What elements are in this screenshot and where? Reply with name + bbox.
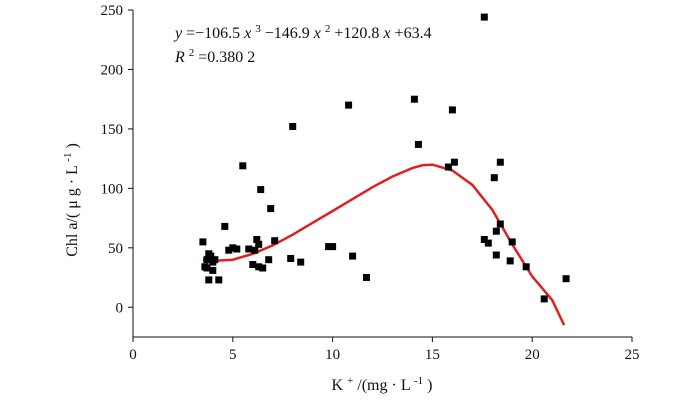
xlabel-base: K — [331, 377, 343, 394]
data-point — [345, 101, 353, 109]
data-point — [480, 236, 488, 243]
x-tick-label: 20 — [525, 347, 540, 363]
eq-y: y — [173, 25, 183, 42]
eq-part-c: +120.8 — [334, 25, 383, 42]
data-point — [203, 264, 211, 272]
x-axis-title: K + /(mg · L -1 ) — [331, 371, 432, 394]
data-point — [205, 276, 213, 284]
data-point — [211, 256, 219, 264]
eq-part-b: −146.9 — [265, 25, 314, 42]
data-point — [297, 258, 305, 266]
data-point — [496, 220, 504, 228]
eq-part-d: +63.4 — [395, 25, 432, 42]
data-point — [229, 244, 237, 252]
eq-exp2: 2 — [325, 23, 331, 35]
data-point — [271, 237, 279, 245]
data-point — [215, 276, 223, 284]
data-point — [540, 295, 548, 303]
r-value: =0.380 2 — [198, 49, 255, 66]
y-tick-label: 50 — [108, 241, 123, 257]
data-point — [289, 123, 297, 130]
data-point — [508, 238, 516, 246]
data-point — [255, 263, 263, 271]
y-tick-label: 250 — [101, 3, 124, 19]
data-point — [253, 236, 261, 243]
eq-part-a: =−106.5 — [186, 25, 244, 42]
data-point — [255, 240, 263, 248]
y-tick-label: 100 — [101, 181, 124, 197]
x-tick-label: 0 — [129, 347, 137, 363]
data-point — [259, 264, 267, 272]
data-point — [251, 246, 259, 254]
data-point — [265, 256, 273, 264]
data-point — [414, 140, 422, 148]
ylabel-close: ) — [64, 143, 81, 148]
data-point — [496, 158, 504, 166]
data-point — [480, 13, 488, 21]
axes-layer — [132, 10, 632, 338]
data-point — [444, 163, 452, 171]
data-point — [329, 243, 337, 251]
x-tick-label: 5 — [229, 347, 237, 363]
data-point — [203, 256, 211, 264]
data-point — [522, 263, 530, 271]
fit-equation: y =−106.5 x 3 −146.9 x 2 +120.8 x +63.4 — [173, 19, 432, 42]
y-axis-title: Chl a/( μ g · L -1 ) — [58, 143, 81, 257]
eq-x1: x — [382, 25, 390, 42]
data-point — [450, 158, 458, 166]
eq-x2: x — [313, 25, 321, 42]
fit-curve — [202, 163, 566, 326]
eq-exp3: 3 — [255, 23, 261, 35]
data-point — [209, 266, 217, 274]
fit-curve-layer — [202, 163, 566, 326]
data-point — [506, 257, 514, 265]
xlabel-exp: -1 — [414, 375, 423, 387]
data-point — [363, 274, 370, 281]
x-tick-label: 10 — [325, 347, 340, 363]
r-exp: 2 — [189, 47, 195, 59]
data-point — [257, 186, 265, 194]
data-point — [349, 252, 357, 260]
y-tick-label: 0 — [116, 300, 124, 316]
eq-x3: x — [243, 25, 251, 42]
data-point — [287, 255, 295, 262]
data-point — [207, 252, 215, 260]
r-symbol: R — [174, 49, 185, 66]
data-point — [410, 95, 418, 103]
data-point — [562, 275, 570, 283]
x-tick-label: 15 — [425, 347, 440, 363]
ylabel-main: Chl a/( μ g · L — [64, 166, 81, 257]
y-tick-label: 150 — [101, 122, 124, 138]
data-point — [325, 243, 333, 251]
data-point — [249, 261, 257, 268]
data-point — [490, 174, 498, 182]
data-point — [448, 106, 456, 114]
xlabel-close: ) — [427, 377, 432, 394]
y-tick-label: 200 — [101, 62, 124, 78]
data-point — [492, 251, 500, 259]
r-squared: R 2 =0.380 2 — [174, 43, 255, 66]
data-point — [245, 245, 253, 253]
x-tick-label: 25 — [625, 347, 640, 363]
ylabel-exp: -1 — [62, 153, 74, 162]
data-point — [484, 239, 492, 247]
data-point — [233, 245, 241, 253]
xlabel-rest: /(mg · L — [357, 377, 410, 394]
data-points-layer — [199, 13, 570, 303]
data-point — [199, 238, 207, 246]
data-point — [225, 246, 233, 254]
data-point — [492, 227, 500, 235]
xlabel-sup: + — [347, 375, 353, 387]
data-point — [267, 205, 275, 213]
data-point — [239, 162, 247, 170]
data-point — [221, 222, 229, 230]
